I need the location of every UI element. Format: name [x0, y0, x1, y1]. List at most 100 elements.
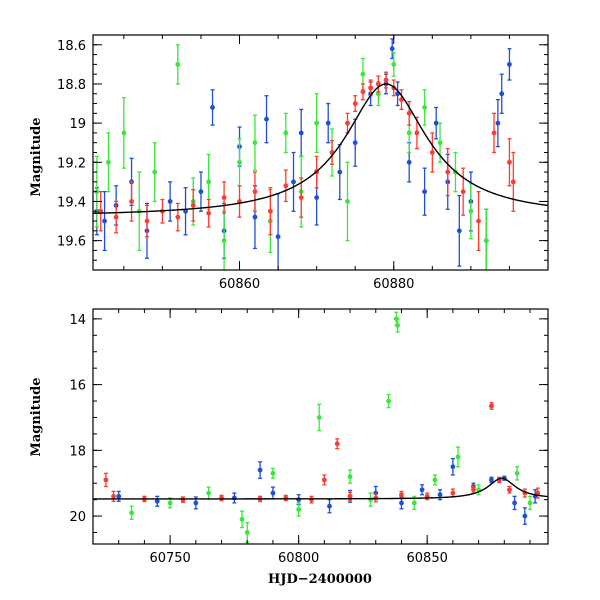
top-data-point [283, 169, 289, 203]
top-data-point [433, 106, 439, 140]
top-data-point [175, 202, 181, 232]
top-data-point [298, 177, 304, 218]
bottom-data-point [321, 474, 327, 486]
top-data-point [206, 198, 212, 228]
top-series-2 [98, 71, 516, 252]
top-ytick-label: 19.4 [57, 195, 86, 210]
bottom-data-point [395, 318, 401, 333]
bottom-data-point [507, 485, 512, 494]
top-ylabel: Magnitude [29, 117, 44, 196]
top-data-point [198, 171, 204, 212]
top-data-point [283, 112, 289, 154]
top-ytick-label: 18.6 [57, 39, 86, 54]
top-model-curve [92, 83, 549, 215]
bottom-data-point [347, 469, 353, 484]
top-data-point [406, 100, 412, 126]
top-data-point [445, 147, 451, 197]
top-data-point [106, 132, 111, 193]
bottom-ytick-label: 20 [69, 510, 86, 525]
top-series-1 [94, 44, 489, 270]
top-ytick-label: 19.2 [57, 156, 86, 171]
top-data-point [113, 200, 119, 234]
top-axes: 60860 60880 18.6 18.8 19 19.2 19.4 19.6 [57, 34, 549, 292]
bottom-series-1 [129, 311, 533, 544]
top-data-point [507, 48, 512, 81]
top-data-point [507, 138, 512, 187]
bottom-data-point [296, 502, 302, 517]
top-data-point [152, 142, 158, 203]
bottom-data-point [103, 472, 109, 488]
top-data-point [491, 112, 497, 154]
top-ytick-label: 19.6 [57, 235, 86, 250]
bottom-ytick-label: 16 [69, 379, 86, 394]
full-panel: Magnitude HJD−2400000 60750 60800 60850 14 1… [29, 308, 549, 587]
bottom-data-point [535, 487, 541, 499]
top-data-point [102, 191, 107, 252]
bottom-data-point [527, 495, 533, 511]
top-plot-frame [92, 34, 549, 271]
bottom-data-point [129, 505, 134, 520]
top-data-point [383, 71, 389, 89]
top-data-point [476, 191, 481, 252]
top-data-point [510, 151, 516, 212]
bottom-data-point [116, 490, 122, 502]
bottom-data-point [239, 510, 245, 529]
top-data-point [345, 161, 350, 242]
bottom-xtick-label: 60850 [407, 551, 448, 566]
top-data-point [264, 95, 269, 144]
top-data-point [429, 132, 435, 173]
top-data-point [495, 98, 501, 148]
bottom-data-point [167, 497, 173, 509]
bottom-data-point [257, 461, 263, 479]
top-xtick-label: 60860 [219, 277, 260, 292]
top-data-point [460, 167, 466, 216]
bottom-data-point [206, 486, 212, 500]
top-data-point [483, 208, 489, 270]
bottom-data-point [489, 476, 494, 484]
bottom-data-point [522, 507, 528, 525]
bottom-xtick-label: 60800 [278, 551, 319, 566]
top-data-point [144, 204, 150, 238]
bottom-model-curve [93, 477, 549, 500]
bottom-data-point [432, 474, 438, 486]
bottom-data-point [386, 393, 392, 409]
bottom-data-point [399, 496, 404, 510]
top-data-point [499, 73, 505, 114]
bottom-data-point [450, 457, 456, 476]
top-data-point [314, 93, 320, 154]
top-data-point [210, 89, 215, 126]
bottom-data-point [327, 498, 332, 514]
bottom-data-point [154, 495, 160, 507]
bottom-xtick-label: 60750 [149, 551, 190, 566]
top-data-point [456, 194, 462, 267]
top-data-point [391, 51, 397, 77]
bottom-data-point [316, 403, 322, 432]
top-data-point [167, 181, 173, 222]
bottom-data-point [489, 402, 494, 410]
top-data-point [345, 112, 350, 134]
top-xtick-label: 60880 [373, 277, 414, 292]
bottom-data-point [455, 446, 461, 468]
bottom-xlabel: HJD−2400000 [268, 572, 372, 587]
top-data-point [221, 181, 227, 214]
top-data-point [252, 114, 258, 171]
top-data-point [352, 95, 358, 113]
bottom-ytick-label: 14 [69, 313, 86, 328]
top-ytick-label: 18.8 [57, 78, 86, 93]
bottom-axes: 60750 60800 60850 14 16 18 20 [69, 309, 548, 566]
zoom-panel: Magnitude 60860 60880 18.6 18.8 19 19.2 19.4 19… [29, 34, 549, 292]
top-data-point [175, 44, 181, 85]
bottom-data-point [219, 494, 224, 502]
top-data-point [375, 75, 381, 93]
bottom-data-points [103, 311, 541, 544]
top-data-point [422, 167, 428, 216]
top-data-point [399, 89, 404, 111]
top-data-point [221, 210, 227, 270]
bottom-data-point [270, 467, 276, 479]
top-data-point [360, 83, 366, 101]
bottom-data-point [419, 484, 425, 496]
top-data-points [94, 38, 516, 270]
top-ytick-label: 19 [69, 117, 86, 132]
top-data-point [252, 171, 258, 212]
